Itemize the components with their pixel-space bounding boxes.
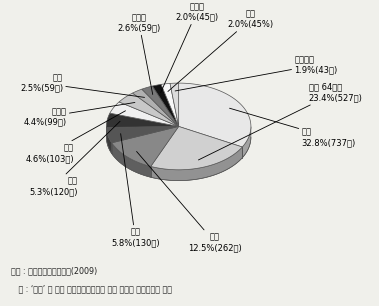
Polygon shape (110, 102, 179, 126)
Polygon shape (133, 89, 179, 126)
Text: 국제
2.5%(59건): 국제 2.5%(59건) (20, 73, 144, 97)
Polygon shape (106, 127, 112, 154)
Text: 러시아
2.0%(45건): 러시아 2.0%(45건) (161, 2, 218, 93)
Polygon shape (151, 126, 242, 170)
Polygon shape (161, 84, 179, 126)
Polygon shape (170, 83, 179, 126)
Text: 호주
2.0%(45%): 호주 2.0%(45%) (168, 9, 274, 91)
Text: 중국
5.8%(130건): 중국 5.8%(130건) (111, 134, 160, 247)
Text: 독일
5.3%(120건): 독일 5.3%(120건) (29, 121, 120, 196)
Polygon shape (179, 83, 251, 147)
Polygon shape (151, 147, 242, 181)
Text: 자료 : 국가과학기술위원회(2009): 자료 : 국가과학기술위원회(2009) (11, 266, 98, 275)
Text: 일본
12.5%(262건): 일본 12.5%(262건) (136, 151, 242, 252)
Polygon shape (112, 143, 151, 177)
Text: 이스라엘
1.9%(43건): 이스라엘 1.9%(43건) (175, 55, 338, 91)
Polygon shape (242, 127, 251, 158)
Text: 캐나다
2.6%(59건): 캐나다 2.6%(59건) (117, 13, 161, 95)
Polygon shape (119, 93, 179, 126)
Text: 주 : ‘국제’ 는 국제 거대연구개발사업 등의 다자간 공동연구를 의미: 주 : ‘국제’ 는 국제 거대연구개발사업 등의 다자간 공동연구를 의미 (11, 285, 172, 293)
Polygon shape (106, 113, 179, 127)
Text: 영국
4.6%(103건): 영국 4.6%(103건) (25, 111, 125, 163)
Text: 기타 64개국
23.4%(527건): 기타 64개국 23.4%(527건) (199, 83, 363, 160)
Polygon shape (106, 126, 179, 143)
Polygon shape (142, 86, 179, 126)
Polygon shape (112, 126, 179, 166)
Polygon shape (152, 84, 179, 126)
Text: 프랑스
4.4%(99건): 프랑스 4.4%(99건) (23, 103, 135, 127)
Text: 미국
32.8%(737건): 미국 32.8%(737건) (230, 108, 356, 147)
